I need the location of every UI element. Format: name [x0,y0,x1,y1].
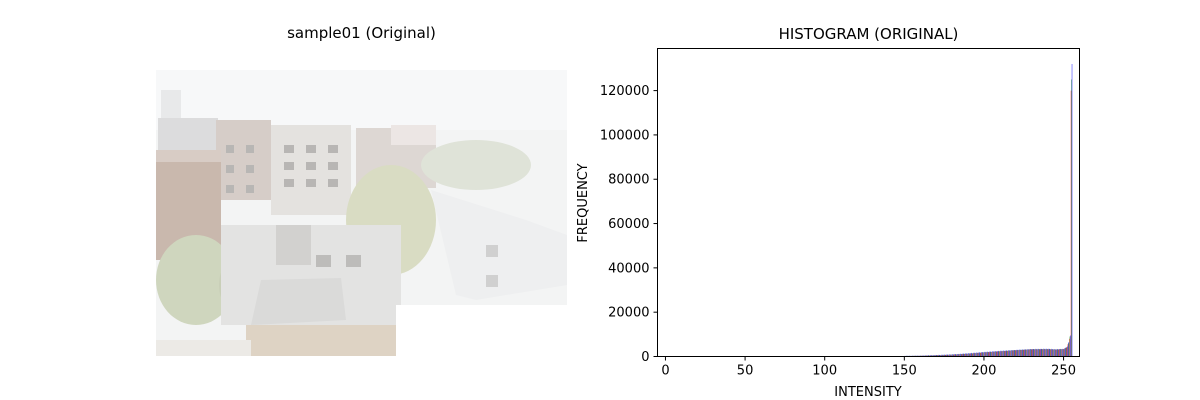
image-title: sample01 (Original) [287,24,436,42]
x-axis-label: INTENSITY [834,385,901,400]
y-tick-label: 0 [641,350,649,365]
histogram-bars [903,64,1073,357]
x-tick-label: 150 [892,364,917,379]
y-tick-label: 120000 [600,84,650,99]
x-tick-label: 250 [1051,364,1076,379]
y-tick-label: 60000 [608,217,649,232]
x-tick-label: 50 [737,364,754,379]
sample-photo [156,70,567,356]
x-axis: 0 50 100 150 200 250 [661,356,1076,379]
y-tick-label: 80000 [608,173,649,188]
x-tick-label: 100 [812,364,837,379]
chart-title: HISTOGRAM (ORIGINAL) [779,25,959,43]
plot-frame [657,48,1080,357]
y-tick-label: 20000 [608,306,649,321]
x-tick-label: 200 [972,364,997,379]
y-tick-label: 40000 [608,261,649,276]
y-axis: 0 20000 40000 60000 80000 100000 120000 [600,84,658,365]
y-axis-label: FREQUENCY [576,163,591,242]
x-tick-label: 0 [661,364,669,379]
y-tick-label: 100000 [600,128,650,143]
